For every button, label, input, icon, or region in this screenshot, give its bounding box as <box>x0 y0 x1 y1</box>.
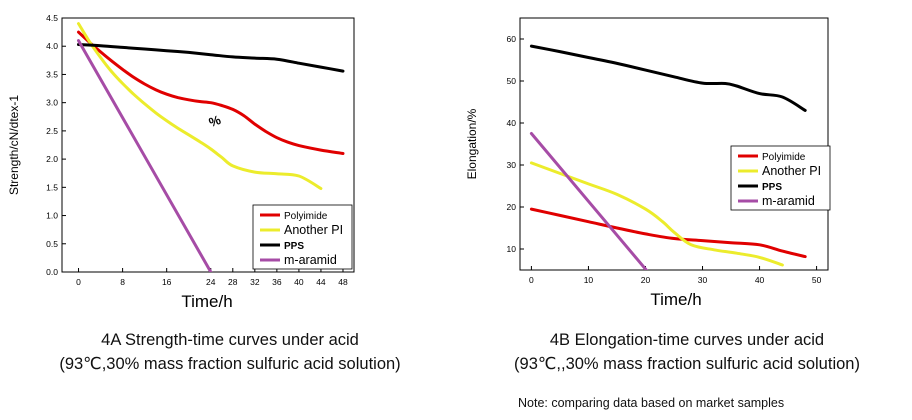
legend-label-polyimide: Polyimide <box>284 211 328 222</box>
y-tick-label: 4.5 <box>46 13 58 23</box>
y-tick-label: 0.0 <box>46 267 58 277</box>
y-tick-label: 20 <box>507 202 517 212</box>
caption-chart-a: 4A Strength-time curves under acid (93℃,… <box>0 328 460 376</box>
x-tick-label: 10 <box>584 275 594 285</box>
legend-label-another-pi: Another PI <box>284 223 343 237</box>
series-group <box>77 22 345 272</box>
series-line-pps <box>77 43 345 73</box>
x-tick-label: 50 <box>812 275 822 285</box>
x-tick-label: 0 <box>76 277 81 287</box>
series-line-polyimide <box>529 207 807 259</box>
x-axis-label: Time/h <box>181 292 232 311</box>
y-tick-label: 10 <box>507 244 517 254</box>
x-tick-label: 30 <box>698 275 708 285</box>
y-tick-label: 40 <box>507 118 517 128</box>
legend-label-pps: PPS <box>284 241 304 252</box>
caption-chart-b: 4B Elongation-time curves under acid (93… <box>462 328 912 376</box>
legend-label-polyimide: Polyimide <box>762 152 806 163</box>
x-tick-label: 44 <box>316 277 326 287</box>
y-axis-label: Strength/cN/dtex-1 <box>7 95 21 195</box>
y-tick-label: 4.0 <box>46 41 58 51</box>
y-axis-label: Elongation/% <box>465 108 479 179</box>
market-note: Note: comparing data based on market sam… <box>518 396 785 410</box>
x-tick-label: 16 <box>162 277 172 287</box>
series-line-pps <box>529 44 807 112</box>
annotation-mark: % <box>207 112 223 130</box>
x-tick-label: 28 <box>228 277 238 287</box>
legend-label-m-aramid: m-aramid <box>762 194 815 208</box>
chart-a: 0.0 0.5 1.0 1.5 2.0 2.5 3.0 3.5 4.0 4.5 0 8 16 24 28 32… <box>7 13 355 311</box>
y-tick-label: 3.0 <box>46 98 58 108</box>
y-tick-label: 30 <box>507 160 517 170</box>
y-tick-label: 50 <box>507 76 517 86</box>
plot-frame <box>61 17 355 273</box>
x-tick-label: 24 <box>206 277 216 287</box>
x-tick-label: 20 <box>641 275 651 285</box>
series-line-m-aramid <box>529 132 649 270</box>
x-tick-label: 48 <box>338 277 348 287</box>
x-tick-label: 8 <box>120 277 125 287</box>
legend-label-m-aramid: m-aramid <box>284 253 337 267</box>
legend-label-pps: PPS <box>762 182 782 193</box>
x-tick-label: 40 <box>755 275 765 285</box>
series-line-another-pi <box>529 161 784 267</box>
y-tick-label: 60 <box>507 34 517 44</box>
x-axis-label: Time/h <box>650 290 701 309</box>
y-tick-label: 0.5 <box>46 239 58 249</box>
caption-a-line2: (93℃,30% mass fraction sulfuric acid sol… <box>59 355 401 373</box>
plot-frame <box>519 17 829 271</box>
chart-b: 10 20 30 40 50 60 0 10 20 30 40 50 Time/h Elongation/… <box>465 17 831 309</box>
caption-b-line1: 4B Elongation-time curves under acid <box>549 331 825 349</box>
caption-a-line1: 4A Strength-time curves under acid <box>101 331 359 349</box>
y-tick-label: 1.0 <box>46 211 58 221</box>
x-tick-label: 0 <box>529 275 534 285</box>
x-tick-label: 36 <box>272 277 282 287</box>
legend-label-another-pi: Another PI <box>762 164 821 178</box>
series-line-polyimide <box>77 30 345 155</box>
y-tick-label: 2.0 <box>46 154 58 164</box>
x-tick-label: 32 <box>250 277 260 287</box>
series-group <box>529 44 807 270</box>
y-tick-label: 2.5 <box>46 126 58 136</box>
y-tick-label: 3.5 <box>46 69 58 79</box>
x-tick-label: 40 <box>294 277 304 287</box>
caption-b-line2: (93℃,,30% mass fraction sulfuric acid so… <box>514 355 860 373</box>
series-line-another-pi <box>77 22 323 190</box>
series-line-m-aramid <box>77 39 213 272</box>
y-tick-label: 1.5 <box>46 182 58 192</box>
